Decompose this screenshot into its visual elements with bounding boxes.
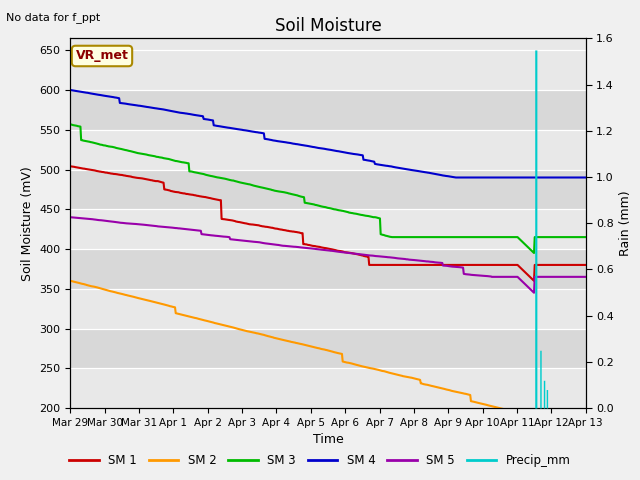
Y-axis label: Soil Moisture (mV): Soil Moisture (mV) [21, 166, 34, 281]
Bar [70, 130, 586, 169]
Text: No data for f_ppt: No data for f_ppt [6, 12, 100, 23]
X-axis label: Time: Time [312, 433, 344, 446]
Legend: SM 1, SM 2, SM 3, SM 4, SM 5, Precip_mm: SM 1, SM 2, SM 3, SM 4, SM 5, Precip_mm [65, 449, 575, 472]
Bar [70, 90, 586, 130]
Bar [70, 328, 586, 368]
Bar [70, 169, 586, 209]
Y-axis label: Rain (mm): Rain (mm) [620, 191, 632, 256]
Bar [70, 368, 586, 408]
Text: VR_met: VR_met [76, 49, 129, 62]
Bar [70, 50, 586, 90]
Bar [70, 209, 586, 249]
Title: Soil Moisture: Soil Moisture [275, 17, 381, 36]
Bar [70, 249, 586, 289]
Bar [70, 289, 586, 328]
